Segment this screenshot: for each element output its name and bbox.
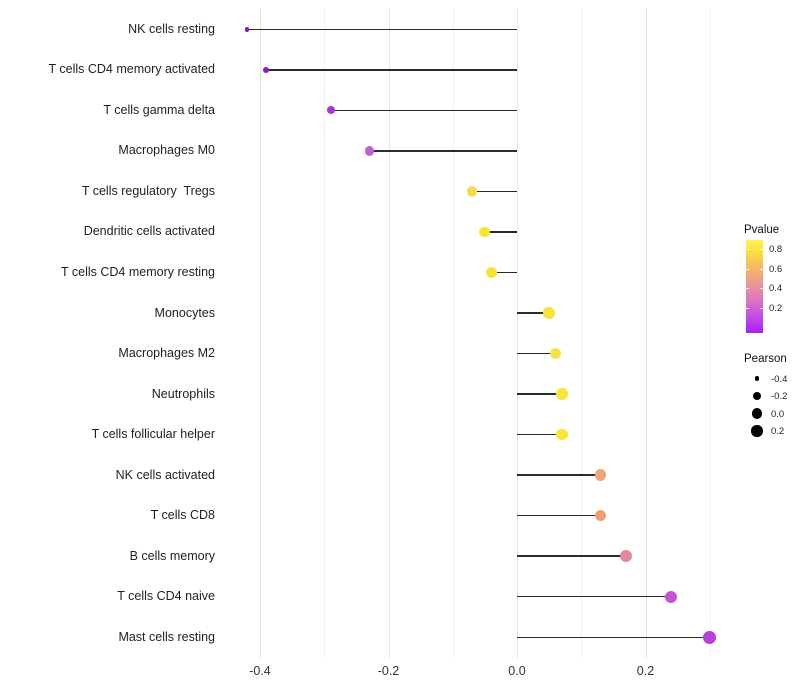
y-axis-label: T cells CD4 naive [117, 589, 215, 604]
lollipop-stem [517, 352, 556, 355]
lollipop-stem [247, 28, 517, 31]
pearson-legend-dot [754, 376, 760, 381]
lollipop-stem [517, 474, 601, 476]
y-axis-label: T cells follicular helper [91, 427, 215, 442]
gridline-minor [709, 8, 711, 658]
lollipop-stem [491, 271, 517, 274]
y-axis-label: T cells CD4 memory activated [48, 62, 216, 77]
pvalue-tick-mark [760, 268, 763, 270]
pearson-legend-label: 0.2 [771, 426, 785, 437]
gridline-major [517, 8, 518, 658]
lollipop-stem [517, 636, 710, 638]
pvalue-tick-label: 0.6 [769, 263, 783, 275]
y-axis-label: Macrophages M0 [118, 143, 215, 158]
gridline-major [260, 8, 261, 658]
gridline-major [645, 8, 647, 658]
gridline-major [388, 8, 390, 658]
lollipop-dot [594, 509, 607, 522]
pvalue-tick-mark [746, 268, 749, 270]
lollipop-dot [263, 66, 270, 73]
y-axis-label: NK cells activated [115, 467, 215, 482]
y-axis-label: Monocytes [154, 305, 215, 320]
y-axis-label: T cells CD4 memory resting [61, 264, 215, 279]
lollipop-stem [266, 69, 517, 71]
pearson-legend-label: -0.4 [771, 373, 788, 385]
pvalue-legend-title: Pvalue [744, 224, 780, 236]
pvalue-tick-mark [746, 288, 749, 290]
lollipop-dot [244, 27, 250, 32]
pvalue-colorbar [746, 240, 763, 333]
pvalue-tick-mark [760, 288, 763, 290]
pvalue-tick-label: 0.8 [769, 244, 783, 256]
pvalue-tick-mark [746, 307, 749, 309]
lollipop-stem [517, 433, 562, 436]
y-axis-label: T cells CD8 [150, 508, 215, 523]
lollipop-stem [517, 393, 562, 395]
lollipop-dot [556, 428, 568, 441]
y-axis-label: Mast cells resting [118, 629, 215, 644]
pearson-legend-title: Pearson [744, 353, 787, 365]
pearson-legend-label: 0.0 [771, 408, 785, 420]
y-axis-label: Neutrophils [151, 386, 215, 401]
y-axis-label: NK cells resting [128, 21, 215, 36]
pearson-legend-dot [751, 425, 763, 437]
y-axis-label: T cells gamma delta [103, 102, 215, 117]
lollipop-dot [485, 266, 497, 278]
x-axis-tick-label: 0.2 [636, 664, 655, 678]
lollipop-dot [556, 388, 568, 400]
pvalue-tick-mark [760, 307, 763, 309]
lollipop-stem [472, 190, 517, 193]
x-axis-tick-label: -0.4 [249, 664, 271, 678]
pearson-legend-label: -0.2 [771, 391, 788, 402]
y-axis-label: Macrophages M2 [118, 346, 215, 361]
lollipop-dot [364, 146, 374, 156]
gridline-minor [452, 8, 454, 658]
pearson-legend-dot [753, 392, 761, 400]
lollipop-dot [466, 186, 478, 197]
x-axis-tick-label: -0.2 [377, 664, 400, 678]
lollipop-stem [484, 231, 517, 233]
pvalue-tick-label: 0.2 [769, 302, 783, 314]
lollipop-dot [549, 347, 562, 360]
pvalue-tick-mark [746, 249, 749, 251]
lollipop-dot [665, 590, 678, 603]
gridline-minor [581, 8, 583, 658]
pvalue-tick-label: 0.4 [769, 283, 783, 295]
y-axis-label: B cells memory [129, 548, 215, 563]
lollipop-stem [369, 150, 517, 152]
lollipop-dot [594, 469, 607, 481]
lollipop-stem [517, 595, 672, 598]
lollipop-stem [517, 555, 627, 557]
lollipop-dot [479, 226, 491, 238]
y-axis-label: T cells regulatory Tregs [81, 183, 215, 198]
pvalue-tick-mark [760, 249, 763, 251]
lollipop-dot [326, 106, 335, 115]
lollipop-dot [620, 550, 633, 563]
x-axis-tick-label: 0.0 [508, 664, 526, 678]
pearson-legend-dot [751, 408, 763, 419]
y-axis-label: Dendritic cells activated [83, 224, 215, 239]
lollipop-stem [330, 109, 517, 112]
lollipop-dot [703, 630, 717, 644]
gridline-minor [324, 8, 326, 658]
lollipop-dot [543, 307, 555, 319]
lollipop-stem [517, 312, 550, 314]
lollipop-stem [517, 514, 601, 517]
